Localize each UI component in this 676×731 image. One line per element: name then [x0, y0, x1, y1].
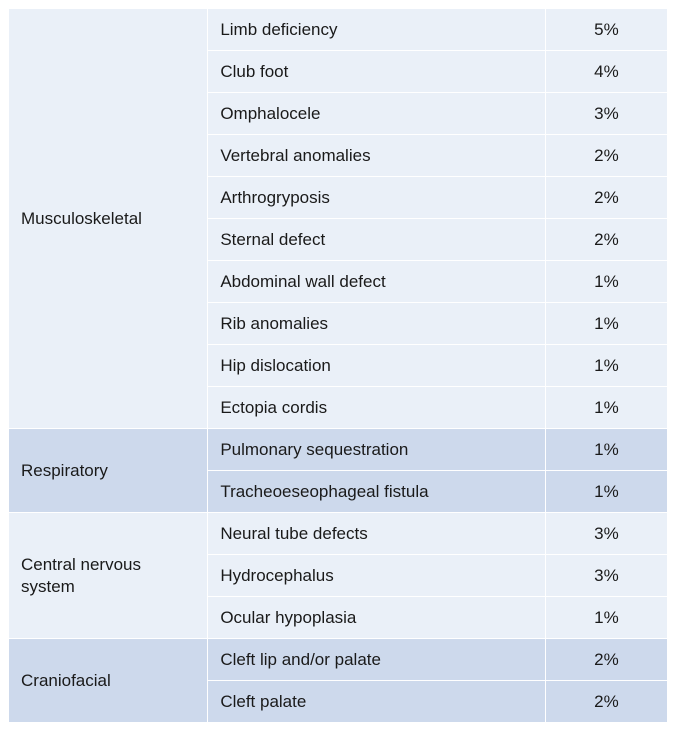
percent-cell: 3% — [545, 93, 667, 135]
percent-cell: 4% — [545, 51, 667, 93]
condition-cell: Rib anomalies — [208, 303, 546, 345]
condition-cell: Club foot — [208, 51, 546, 93]
anomaly-table-body: MusculoskeletalLimb deficiency5%Club foo… — [9, 9, 668, 723]
percent-cell: 2% — [545, 177, 667, 219]
percent-cell: 1% — [545, 597, 667, 639]
category-cell: Central nervous system — [9, 513, 208, 639]
table-row: Central nervous systemNeural tube defect… — [9, 513, 668, 555]
condition-cell: Abdominal wall defect — [208, 261, 546, 303]
percent-cell: 1% — [545, 471, 667, 513]
condition-cell: Sternal defect — [208, 219, 546, 261]
percent-cell: 3% — [545, 555, 667, 597]
percent-cell: 2% — [545, 681, 667, 723]
condition-cell: Limb deficiency — [208, 9, 546, 51]
percent-cell: 1% — [545, 429, 667, 471]
category-cell: Musculoskeletal — [9, 9, 208, 429]
condition-cell: Arthrogryposis — [208, 177, 546, 219]
percent-cell: 3% — [545, 513, 667, 555]
condition-cell: Cleft palate — [208, 681, 546, 723]
category-cell: Respiratory — [9, 429, 208, 513]
condition-cell: Cleft lip and/or palate — [208, 639, 546, 681]
condition-cell: Pulmonary sequestration — [208, 429, 546, 471]
condition-cell: Vertebral anomalies — [208, 135, 546, 177]
percent-cell: 5% — [545, 9, 667, 51]
anomaly-table: MusculoskeletalLimb deficiency5%Club foo… — [8, 8, 668, 723]
percent-cell: 2% — [545, 219, 667, 261]
percent-cell: 1% — [545, 261, 667, 303]
category-cell: Craniofacial — [9, 639, 208, 723]
percent-cell: 1% — [545, 303, 667, 345]
table-row: MusculoskeletalLimb deficiency5% — [9, 9, 668, 51]
condition-cell: Tracheoeseophageal fistula — [208, 471, 546, 513]
condition-cell: Hydrocephalus — [208, 555, 546, 597]
percent-cell: 1% — [545, 387, 667, 429]
condition-cell: Hip dislocation — [208, 345, 546, 387]
condition-cell: Omphalocele — [208, 93, 546, 135]
table-row: RespiratoryPulmonary sequestration1% — [9, 429, 668, 471]
table-row: CraniofacialCleft lip and/or palate2% — [9, 639, 668, 681]
condition-cell: Ocular hypoplasia — [208, 597, 546, 639]
percent-cell: 2% — [545, 135, 667, 177]
condition-cell: Ectopia cordis — [208, 387, 546, 429]
percent-cell: 2% — [545, 639, 667, 681]
percent-cell: 1% — [545, 345, 667, 387]
condition-cell: Neural tube defects — [208, 513, 546, 555]
